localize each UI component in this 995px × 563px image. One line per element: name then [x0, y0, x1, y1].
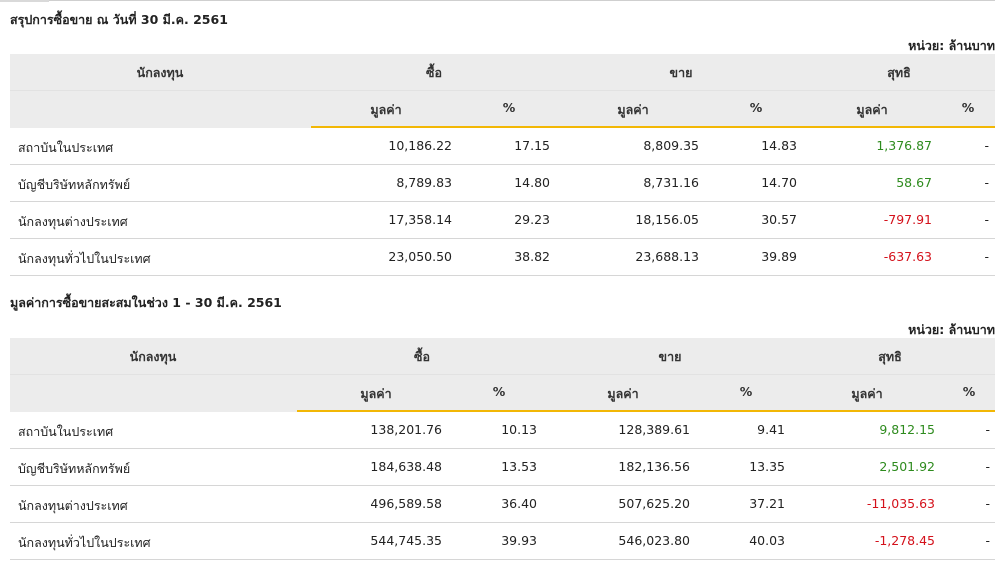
investor-type: สถาบันในประเทศ: [18, 140, 114, 155]
buy-percent: 36.40: [501, 496, 537, 511]
buy-value: 10,186.22: [388, 138, 452, 153]
header-net-value: มูลค่า: [851, 386, 883, 401]
investor-type: บัญชีบริษัทหลักทรัพย์: [18, 461, 131, 476]
buy-percent: 17.15: [514, 138, 550, 153]
header-sell: ขาย: [658, 349, 682, 364]
net-percent: -: [985, 459, 990, 474]
daily-summary-table: นักลงทุน ซื้อ ขาย สุทธิ มูลค่า % มูลค่า …: [10, 54, 995, 276]
sell-percent: 37.21: [749, 496, 785, 511]
header-accent-line: [297, 410, 995, 412]
table-row: นักลงทุนทั่วไปในประเทศ 544,745.35 39.93 …: [10, 523, 995, 560]
net-value: 2,501.92: [879, 459, 935, 474]
monthly-summary-title: มูลค่าการซื้อขายสะสมในช่วง 1 - 30 มี.ค. …: [10, 295, 282, 310]
buy-value: 184,638.48: [370, 459, 442, 474]
table-row: สถาบันในประเทศ 10,186.22 17.15 8,809.35 …: [10, 128, 995, 165]
buy-value: 17,358.14: [388, 212, 452, 227]
header-sell-percent: %: [749, 100, 763, 115]
header-sell-percent: %: [739, 384, 753, 399]
buy-percent: 10.13: [501, 422, 537, 437]
daily-unit-label: หน่วย: ล้านบาท: [908, 38, 995, 53]
header-sell-value: มูลค่า: [617, 102, 649, 117]
net-percent: -: [985, 422, 990, 437]
header-investor: นักลงทุน: [129, 349, 177, 364]
sell-value: 18,156.05: [635, 212, 699, 227]
monthly-summary-table: นักลงทุน ซื้อ ขาย สุทธิ มูลค่า % มูลค่า …: [10, 338, 995, 560]
net-percent: -: [984, 175, 989, 190]
header-buy-percent: %: [492, 384, 506, 399]
sell-percent: 30.57: [761, 212, 797, 227]
net-percent: -: [984, 138, 989, 153]
net-percent: -: [985, 533, 990, 548]
header-buy-value: มูลค่า: [370, 102, 402, 117]
header-divider: [10, 90, 995, 91]
header-buy-value: มูลค่า: [360, 386, 392, 401]
daily-summary-title: สรุปการซื้อขาย ณ วันที่ 30 มี.ค. 2561: [10, 12, 228, 27]
net-value: -797.91: [883, 212, 932, 227]
sell-value: 23,688.13: [635, 249, 699, 264]
header-accent-line: [311, 126, 995, 128]
net-value: 1,376.87: [876, 138, 932, 153]
net-percent: -: [984, 249, 989, 264]
net-value: -11,035.63: [866, 496, 935, 511]
buy-percent: 13.53: [501, 459, 537, 474]
header-sell-value: มูลค่า: [607, 386, 639, 401]
table-row: บัญชีบริษัทหลักทรัพย์ 184,638.48 13.53 1…: [10, 449, 995, 486]
buy-percent: 14.80: [514, 175, 550, 190]
buy-value: 8,789.83: [396, 175, 452, 190]
investor-type: บัญชีบริษัทหลักทรัพย์: [18, 177, 131, 192]
header-net: สุทธิ: [887, 65, 911, 80]
sell-percent: 39.89: [761, 249, 797, 264]
investor-type: นักลงทุนทั่วไปในประเทศ: [18, 251, 151, 266]
header-net: สุทธิ: [878, 349, 902, 364]
buy-value: 138,201.76: [370, 422, 442, 437]
table-row: สถาบันในประเทศ 138,201.76 10.13 128,389.…: [10, 412, 995, 449]
net-percent: -: [984, 212, 989, 227]
table-row: นักลงทุนทั่วไปในประเทศ 23,050.50 38.82 2…: [10, 239, 995, 276]
top-tab-strip: [0, 0, 995, 3]
header-divider: [10, 374, 995, 375]
investor-type: นักลงทุนต่างประเทศ: [18, 498, 128, 513]
investor-type: สถาบันในประเทศ: [18, 424, 114, 439]
buy-value: 23,050.50: [388, 249, 452, 264]
sell-value: 128,389.61: [618, 422, 690, 437]
investor-type: นักลงทุนต่างประเทศ: [18, 214, 128, 229]
net-value: -1,278.45: [874, 533, 935, 548]
investor-type: นักลงทุนทั่วไปในประเทศ: [18, 535, 151, 550]
tab-edge: [0, 0, 49, 2]
header-sell: ขาย: [669, 65, 693, 80]
net-value: -637.63: [883, 249, 932, 264]
net-value: 9,812.15: [879, 422, 935, 437]
header-net-percent: %: [961, 100, 975, 115]
sell-percent: 14.70: [761, 175, 797, 190]
sell-percent: 14.83: [761, 138, 797, 153]
table-row: บัญชีบริษัทหลักทรัพย์ 8,789.83 14.80 8,7…: [10, 165, 995, 202]
buy-percent: 29.23: [514, 212, 550, 227]
sell-percent: 9.41: [757, 422, 785, 437]
net-value: 58.67: [896, 175, 932, 190]
sell-percent: 13.35: [749, 459, 785, 474]
sell-value: 507,625.20: [618, 496, 690, 511]
header-buy: ซื้อ: [426, 65, 442, 80]
table-header: นักลงทุน ซื้อ ขาย สุทธิ มูลค่า % มูลค่า …: [10, 338, 995, 412]
header-buy-percent: %: [502, 100, 516, 115]
sell-value: 8,809.35: [643, 138, 699, 153]
table-row: นักลงทุนต่างประเทศ 17,358.14 29.23 18,15…: [10, 202, 995, 239]
buy-percent: 38.82: [514, 249, 550, 264]
tab-divider: [49, 0, 995, 1]
header-net-percent: %: [962, 384, 976, 399]
monthly-unit-label: หน่วย: ล้านบาท: [908, 322, 995, 337]
header-investor: นักลงทุน: [136, 65, 184, 80]
table-header: นักลงทุน ซื้อ ขาย สุทธิ มูลค่า % มูลค่า …: [10, 54, 995, 128]
sell-value: 182,136.56: [618, 459, 690, 474]
net-percent: -: [985, 496, 990, 511]
sell-value: 546,023.80: [618, 533, 690, 548]
buy-percent: 39.93: [501, 533, 537, 548]
buy-value: 496,589.58: [370, 496, 442, 511]
header-net-value: มูลค่า: [856, 102, 888, 117]
buy-value: 544,745.35: [370, 533, 442, 548]
sell-value: 8,731.16: [643, 175, 699, 190]
sell-percent: 40.03: [749, 533, 785, 548]
header-buy: ซื้อ: [414, 349, 430, 364]
table-row: นักลงทุนต่างประเทศ 496,589.58 36.40 507,…: [10, 486, 995, 523]
